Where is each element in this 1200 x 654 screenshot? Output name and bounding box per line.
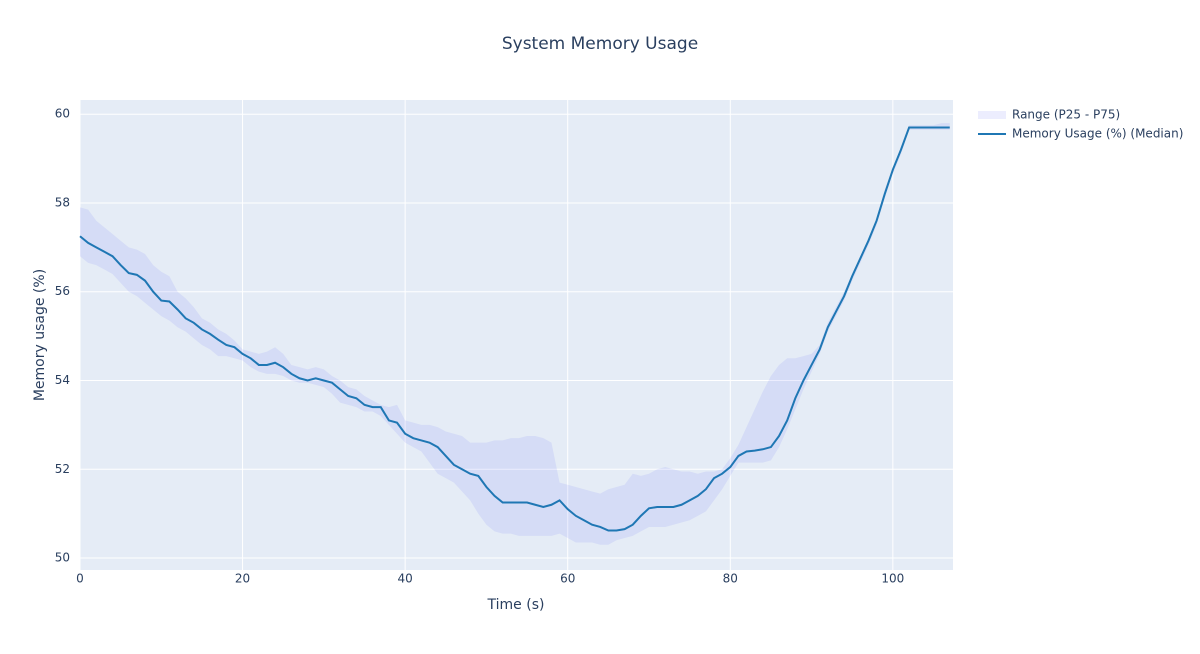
y-axis-label: Memory usage (%) — [32, 269, 48, 401]
legend-swatch — [978, 111, 1006, 119]
median-line — [79, 126, 950, 532]
x-tick-label: 80 — [723, 572, 738, 586]
x-axis-label: Time (s) — [487, 597, 545, 613]
y-tick-label: 58 — [55, 195, 70, 209]
chart-title: System Memory Usage — [502, 34, 698, 54]
legend-label: Range (P25 - P75) — [1012, 108, 1120, 122]
range-band — [80, 123, 950, 545]
x-tick-label: 100 — [881, 572, 904, 586]
marks — [79, 123, 950, 545]
y-tick-label: 50 — [55, 551, 70, 565]
x-tick-label: 0 — [76, 572, 84, 586]
legend-label: Memory Usage (%) (Median) — [1012, 127, 1183, 141]
y-tick-label: 52 — [55, 462, 70, 476]
x-tick-label: 60 — [560, 572, 575, 586]
x-tick-label: 40 — [397, 572, 412, 586]
y-tick-label: 56 — [55, 284, 70, 298]
x-tick-label: 20 — [235, 572, 250, 586]
plot-area — [80, 100, 953, 570]
y-tick-label: 60 — [55, 107, 70, 121]
y-tick-label: 54 — [55, 373, 70, 387]
grid — [79, 100, 953, 570]
